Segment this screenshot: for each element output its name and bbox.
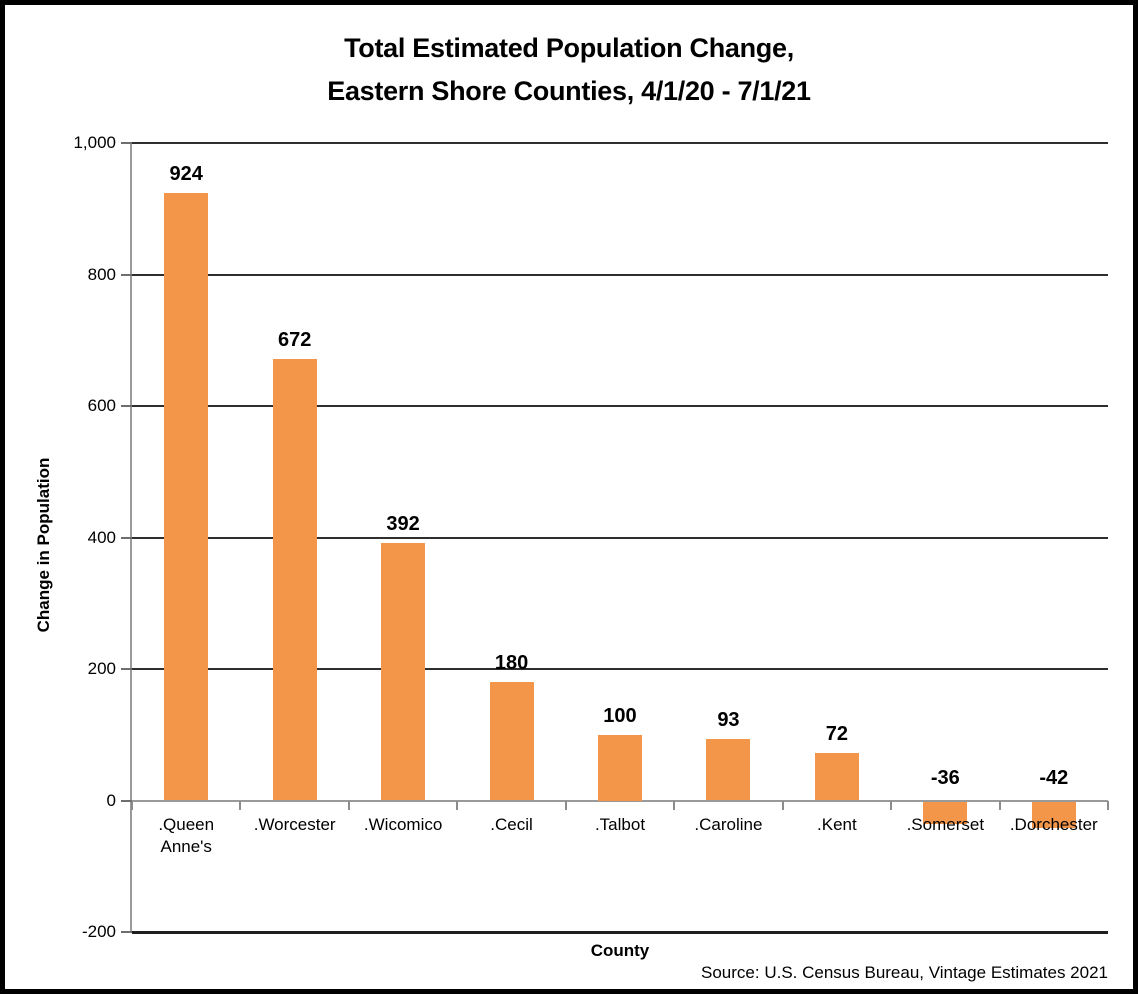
x-axis-tick-3 <box>456 800 459 810</box>
y-tick-label-400: 400 <box>87 527 116 547</box>
value-label-talbot: 100 <box>603 704 637 727</box>
bar-somerset <box>923 801 968 825</box>
chart-canvas: Total Estimated Population Change, Easte… <box>5 5 1133 989</box>
category-label-cecil: .Cecil <box>490 814 533 834</box>
category-label-talbot: .Talbot <box>594 814 646 834</box>
x-axis-tick-6 <box>781 800 784 810</box>
plot-bottom-line <box>132 931 1108 934</box>
chart-title-line1: Total Estimated Population Change, <box>344 33 794 63</box>
category-label-caroline: .Caroline <box>694 814 763 834</box>
x-axis-tick-0 <box>131 800 133 810</box>
y-axis-tick-400 <box>121 536 132 539</box>
y-axis-tick-0 <box>121 799 132 802</box>
x-axis-tick-7 <box>890 800 893 810</box>
y-tick-label-800: 800 <box>87 264 116 284</box>
gridline-400 <box>132 536 1108 539</box>
value-label-cecil: 180 <box>494 652 529 675</box>
gridline-1000 <box>132 142 1108 144</box>
gridline-600 <box>132 405 1108 407</box>
x-axis-tick-4 <box>564 800 567 810</box>
y-tick-label-200: 200 <box>87 659 116 678</box>
y-tick-label--200: -200 <box>81 922 116 941</box>
chart-title-line2: Eastern Shore Counties, 4/1/20 - 7/1/21 <box>327 76 811 106</box>
plot-area: 1,000 800 600 400 200 0 -200 924 .Queen Anne's 67… <box>73 133 1109 941</box>
bar-wicomico <box>381 542 426 801</box>
value-label-kent: 72 <box>825 723 848 746</box>
source-note: Source: U.S. Census Bureau, Vintage Esti… <box>701 963 1108 982</box>
x-axis-tick-5 <box>673 800 676 810</box>
category-label-kent: .Kent <box>817 814 857 834</box>
bar-talbot <box>598 734 642 801</box>
bar-kent <box>814 753 859 801</box>
bar-cecil <box>489 682 534 801</box>
category-label-worcester: .Worcester <box>253 814 336 834</box>
category-label-dorchester: .Dorchester <box>1009 814 1098 834</box>
y-axis-tick-800 <box>121 273 132 276</box>
gridline-200 <box>132 668 1108 670</box>
zero-axis-line <box>132 799 1108 802</box>
category-label-queen-anne-s: .Queen Anne's <box>158 814 215 856</box>
category-label-wicomico: .Wicomico <box>363 814 443 834</box>
value-label-caroline: 93 <box>717 709 740 732</box>
value-label-queen-anne-s: 924 <box>169 162 203 185</box>
x-axis-tick-2 <box>347 800 350 810</box>
y-axis-tick-1000 <box>121 142 132 144</box>
y-axis-tick-200 <box>121 668 132 670</box>
value-label-worcester: 672 <box>277 328 312 351</box>
y-tick-label-0: 0 <box>106 790 116 810</box>
value-label-somerset: -36 <box>930 766 960 789</box>
x-axis-title: County <box>590 941 650 960</box>
gridline-800 <box>132 273 1108 276</box>
category-label-somerset: .Somerset <box>906 814 985 834</box>
y-axis-tick-600 <box>121 405 132 407</box>
bar-dorchester <box>1031 801 1076 829</box>
bar-caroline <box>706 739 751 801</box>
bar-worcester <box>272 358 317 801</box>
x-axis-tick-9 <box>1107 800 1109 810</box>
chart-title: Total Estimated Population Change, Easte… <box>5 27 1133 113</box>
y-axis-tick--200 <box>121 931 132 933</box>
value-label-wicomico: 392 <box>386 512 420 535</box>
y-tick-label-1000: 1,000 <box>73 133 116 152</box>
value-label-dorchester: -42 <box>1039 766 1069 789</box>
y-tick-label-600: 600 <box>87 396 116 415</box>
x-axis-tick-1 <box>239 800 242 810</box>
bar-queen-anne-s <box>164 192 209 801</box>
x-axis-tick-8 <box>998 800 1001 810</box>
